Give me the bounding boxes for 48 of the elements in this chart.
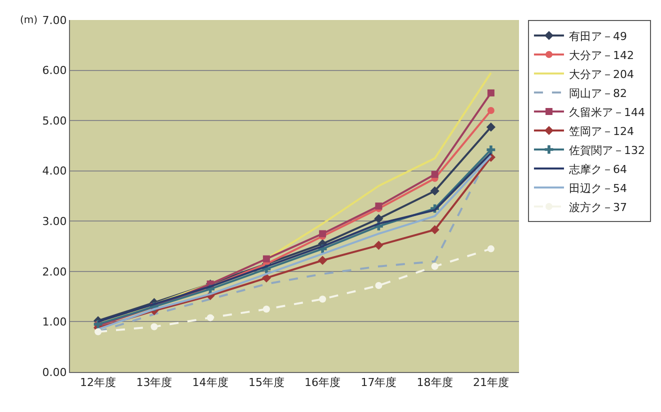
point	[430, 186, 440, 196]
point	[374, 240, 384, 250]
point	[150, 323, 158, 330]
point	[430, 225, 440, 234]
point	[94, 328, 102, 336]
x-tick-label: 18年度	[416, 376, 453, 390]
y-tick-label: 6.00	[42, 64, 67, 78]
point	[487, 89, 494, 96]
point	[375, 202, 382, 210]
point	[486, 122, 496, 132]
legend-label: 大分ア－204	[568, 68, 634, 81]
point	[262, 306, 270, 313]
point	[319, 230, 326, 238]
legend-label: 笠岡ア－124	[568, 124, 634, 138]
legend-label: 田辺ク－54	[568, 182, 627, 195]
point	[318, 256, 328, 265]
legend-label: 久留米ア－144	[568, 106, 645, 119]
x-tick-label: 15年度	[248, 376, 284, 390]
x-tick-label: 12年度	[80, 376, 116, 390]
point	[487, 245, 494, 252]
legend-label: 波方ク－37	[568, 200, 627, 214]
point	[431, 170, 438, 178]
point	[262, 273, 271, 283]
legend-label: 志摩ク－64	[568, 162, 627, 176]
y-tick-label: 7.00	[42, 14, 67, 27]
x-tick-label: 17年度	[360, 376, 397, 390]
y-tick-label: 4.00	[42, 164, 67, 178]
y-tick-label: 5.00	[42, 114, 67, 128]
x-tick-label: 21年度	[472, 376, 509, 390]
y-tick-label: 1.00	[42, 316, 67, 329]
legend-label: 有田ア－49	[568, 30, 627, 43]
y-tick-label: 2.00	[42, 265, 67, 278]
point	[206, 314, 214, 322]
point	[262, 255, 270, 262]
x-tick-label: 14年度	[192, 376, 228, 390]
point	[487, 107, 494, 114]
x-tick-label: 16年度	[304, 376, 341, 390]
y-tick-label: 0.00	[42, 366, 67, 379]
point	[486, 146, 496, 154]
legend-label: 岡山ア－82	[568, 86, 627, 100]
legend-label: 佐賀関ア－132	[568, 144, 645, 157]
point	[319, 296, 326, 303]
point	[431, 262, 438, 270]
y-axis-title: (m)	[20, 15, 38, 26]
point	[375, 282, 382, 290]
y-tick-label: 3.00	[42, 214, 67, 228]
legend-label: 大分ア－142	[568, 48, 634, 62]
x-tick-label: 13年度	[136, 376, 172, 390]
